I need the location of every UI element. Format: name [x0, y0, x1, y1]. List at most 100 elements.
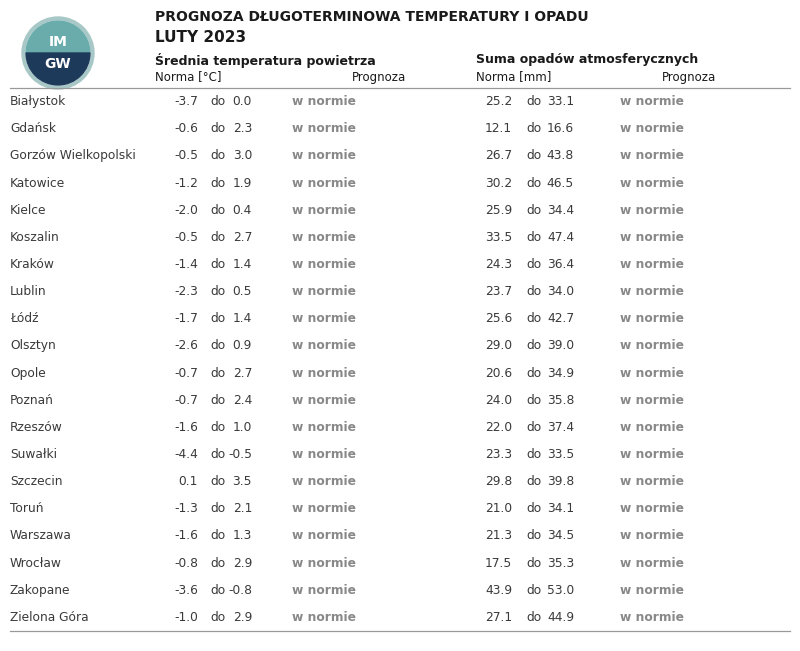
Text: -1.3: -1.3	[174, 503, 198, 516]
Text: Warszawa: Warszawa	[10, 529, 72, 542]
Text: Prognoza: Prognoza	[662, 70, 716, 83]
Text: -1.6: -1.6	[174, 421, 198, 434]
Text: w normie: w normie	[292, 176, 356, 189]
Text: Średnia temperatura powietrza: Średnia temperatura powietrza	[155, 53, 376, 68]
Text: 3.5: 3.5	[233, 475, 252, 488]
Text: w normie: w normie	[292, 394, 356, 407]
Text: do: do	[526, 95, 542, 108]
Text: w normie: w normie	[292, 285, 356, 298]
Text: -4.4: -4.4	[174, 448, 198, 461]
Text: w normie: w normie	[620, 421, 684, 434]
Text: 2.9: 2.9	[233, 557, 252, 570]
Text: w normie: w normie	[292, 149, 356, 162]
Text: -0.7: -0.7	[174, 394, 198, 407]
Circle shape	[26, 21, 90, 85]
Text: w normie: w normie	[620, 475, 684, 488]
Text: do: do	[526, 448, 542, 461]
Text: -1.4: -1.4	[174, 258, 198, 271]
Text: Olsztyn: Olsztyn	[10, 339, 56, 352]
Text: 23.7: 23.7	[485, 285, 512, 298]
Text: do: do	[210, 421, 226, 434]
Text: -0.6: -0.6	[174, 122, 198, 135]
Text: do: do	[526, 312, 542, 326]
Text: w normie: w normie	[292, 584, 356, 597]
Text: w normie: w normie	[620, 584, 684, 597]
Text: w normie: w normie	[620, 95, 684, 108]
Text: Łódź: Łódź	[10, 312, 38, 326]
Text: 2.9: 2.9	[233, 611, 252, 624]
Text: do: do	[210, 584, 226, 597]
Text: 37.4: 37.4	[547, 421, 574, 434]
Text: do: do	[210, 339, 226, 352]
Text: do: do	[526, 475, 542, 488]
Text: Katowice: Katowice	[10, 176, 66, 189]
Text: w normie: w normie	[292, 95, 356, 108]
Text: do: do	[526, 285, 542, 298]
Text: 34.0: 34.0	[547, 285, 574, 298]
Text: Opole: Opole	[10, 367, 46, 380]
Text: Gdańsk: Gdańsk	[10, 122, 56, 135]
Text: 0.9: 0.9	[233, 339, 252, 352]
Text: 33.5: 33.5	[546, 448, 574, 461]
Text: w normie: w normie	[620, 529, 684, 542]
Text: 35.8: 35.8	[546, 394, 574, 407]
Text: Toruń: Toruń	[10, 503, 43, 516]
Text: w normie: w normie	[292, 503, 356, 516]
Text: do: do	[526, 584, 542, 597]
Text: -0.8: -0.8	[228, 584, 252, 597]
Text: 35.3: 35.3	[546, 557, 574, 570]
Text: 2.3: 2.3	[233, 122, 252, 135]
Text: 17.5: 17.5	[485, 557, 512, 570]
Text: 1.4: 1.4	[233, 312, 252, 326]
Text: 39.0: 39.0	[547, 339, 574, 352]
Text: w normie: w normie	[620, 339, 684, 352]
Text: 1.3: 1.3	[233, 529, 252, 542]
Text: -1.2: -1.2	[174, 176, 198, 189]
Text: -3.7: -3.7	[174, 95, 198, 108]
Text: do: do	[210, 503, 226, 516]
Text: do: do	[526, 421, 542, 434]
Wedge shape	[26, 21, 90, 53]
Text: 23.3: 23.3	[485, 448, 512, 461]
Text: w normie: w normie	[292, 122, 356, 135]
Text: do: do	[210, 258, 226, 271]
Text: 2.7: 2.7	[233, 367, 252, 380]
Text: do: do	[210, 204, 226, 217]
Text: Norma [mm]: Norma [mm]	[476, 70, 551, 83]
Text: do: do	[526, 367, 542, 380]
Text: 3.0: 3.0	[233, 149, 252, 162]
Text: 1.4: 1.4	[233, 258, 252, 271]
Text: w normie: w normie	[620, 394, 684, 407]
Text: do: do	[210, 122, 226, 135]
Text: do: do	[210, 176, 226, 189]
Text: PROGNOZA DŁUGOTERMINOWA TEMPERATURY I OPADU: PROGNOZA DŁUGOTERMINOWA TEMPERATURY I OP…	[155, 10, 589, 24]
Text: w normie: w normie	[620, 176, 684, 189]
Text: do: do	[526, 231, 542, 244]
Text: 29.0: 29.0	[485, 339, 512, 352]
Text: 21.3: 21.3	[485, 529, 512, 542]
Wedge shape	[26, 53, 90, 85]
Text: Suwałki: Suwałki	[10, 448, 57, 461]
Text: Norma [°C]: Norma [°C]	[155, 70, 222, 83]
Text: 27.1: 27.1	[485, 611, 512, 624]
Text: 43.9: 43.9	[485, 584, 512, 597]
Text: w normie: w normie	[620, 312, 684, 326]
Text: 1.9: 1.9	[233, 176, 252, 189]
Text: Białystok: Białystok	[10, 95, 66, 108]
Text: -0.7: -0.7	[174, 367, 198, 380]
Text: w normie: w normie	[620, 503, 684, 516]
Text: 43.8: 43.8	[546, 149, 574, 162]
Text: w normie: w normie	[620, 204, 684, 217]
Text: Gorzów Wielkopolski: Gorzów Wielkopolski	[10, 149, 136, 162]
Text: 34.5: 34.5	[546, 529, 574, 542]
Text: 42.7: 42.7	[547, 312, 574, 326]
Text: do: do	[526, 339, 542, 352]
Text: do: do	[210, 611, 226, 624]
Text: do: do	[210, 285, 226, 298]
Text: do: do	[210, 475, 226, 488]
Text: 1.0: 1.0	[233, 421, 252, 434]
Text: Prognoza: Prognoza	[352, 70, 406, 83]
Text: 22.0: 22.0	[485, 421, 512, 434]
Text: w normie: w normie	[292, 231, 356, 244]
Text: 24.3: 24.3	[485, 258, 512, 271]
